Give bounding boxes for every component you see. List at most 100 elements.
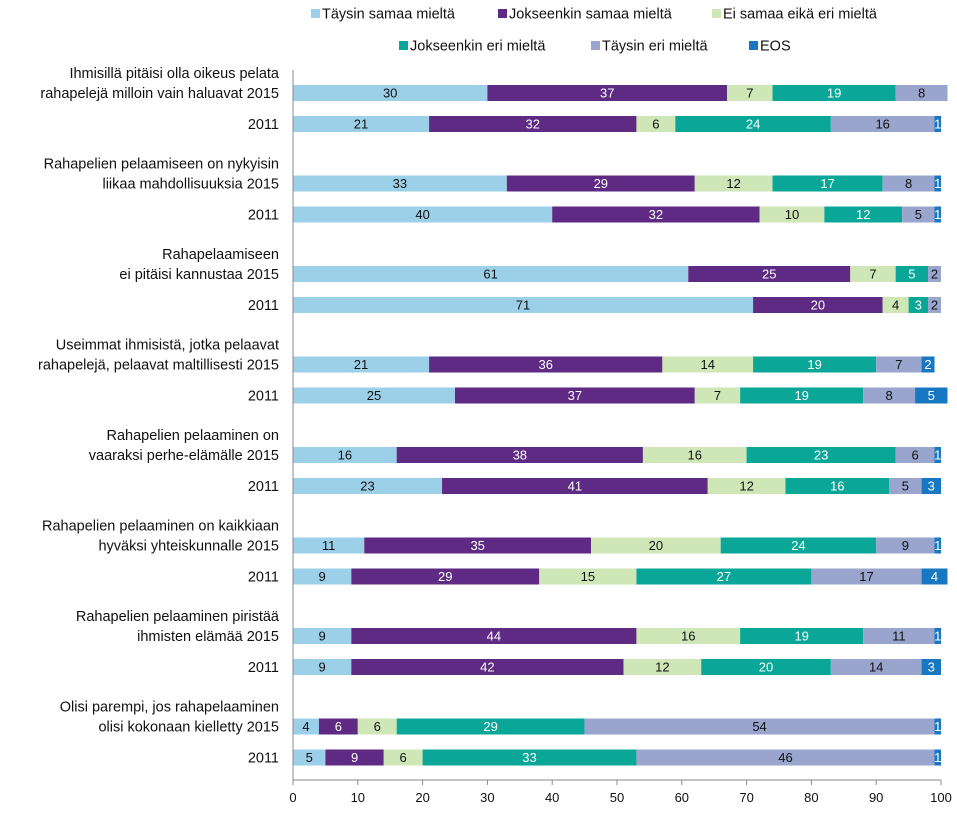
data-label: 4 xyxy=(931,569,938,584)
data-label: 9 xyxy=(351,750,358,765)
data-label: 24 xyxy=(746,117,760,132)
legend-swatch xyxy=(591,41,600,50)
category-label-line: rahapelejä milloin vain haluavat 2015 xyxy=(40,86,279,102)
data-label: 5 xyxy=(928,388,935,403)
bar-segment-ei-samaa-eika-eri-mielta xyxy=(357,718,397,735)
category-label-line: Rahapelien pelaamiseen on nykyisin xyxy=(44,157,279,173)
data-label: 44 xyxy=(487,629,501,644)
data-label: 8 xyxy=(918,86,925,101)
data-label: 6 xyxy=(911,448,918,463)
bar-segment-taysin-samaa-mielta xyxy=(293,356,430,373)
category-label-group: Rahapelien pelaaminen on kaikkiaan hyväks… xyxy=(42,519,279,586)
category-label-year: 2011 xyxy=(248,660,279,676)
bar-segment-taysin-eri-mielta xyxy=(811,568,922,585)
x-tick-label: 100 xyxy=(930,790,952,805)
data-label: 7 xyxy=(746,86,753,101)
legend-swatch xyxy=(498,9,507,18)
bars: 30 37 7 19 821 32 6 24 16 133 29 12 17 8 140 32 10 12 5 161… xyxy=(293,85,948,766)
data-label: 33 xyxy=(393,176,407,191)
data-label: 20 xyxy=(649,538,663,553)
category-label-line: vaaraksi perhe-elämälle 2015 xyxy=(89,448,279,464)
legend-swatch xyxy=(311,9,320,18)
bar-segment-taysin-eri-mielta xyxy=(928,266,941,282)
x-tick-label: 70 xyxy=(739,790,753,805)
bar-segment-jokseenkin-samaa-mielta xyxy=(487,85,728,101)
category-label-line: Useimmat ihmisistä, jotka pelaavat xyxy=(56,338,279,354)
data-label: 6 xyxy=(335,719,342,734)
data-label: 1 xyxy=(934,750,941,765)
category-label-line: olisi kokonaan kielletty 2015 xyxy=(98,720,279,736)
bar-segment-jokseenkin-eri-mielta xyxy=(753,356,877,373)
bar-segment-jokseenkin-samaa-mielta xyxy=(429,356,663,373)
bar-segment-jokseenkin-samaa-mielta xyxy=(364,537,592,554)
category-label-group: Rahapelien pelaamiseen on nykyisin liikaa… xyxy=(44,157,279,224)
bar-segment-ei-samaa-eika-eri-mielta xyxy=(882,297,909,313)
x-tick-label: 20 xyxy=(415,790,429,805)
bar-row-2011: 9 29 15 27 17 4 xyxy=(293,568,948,585)
bar-segment-jokseenkin-eri-mielta xyxy=(675,116,831,132)
bar-segment-jokseenkin-samaa-mielta xyxy=(688,266,851,282)
bar-segment-ei-samaa-eika-eri-mielta xyxy=(850,266,896,282)
data-label: 38 xyxy=(513,448,527,463)
bar-segment-jokseenkin-eri-mielta xyxy=(895,266,929,282)
bar-row-2015: 4 6 6 29 54 1 xyxy=(293,718,941,735)
bar-row-2011: 5 9 6 33 46 1 xyxy=(293,749,941,766)
data-label: 11 xyxy=(322,538,336,553)
data-label: 1 xyxy=(934,207,941,222)
data-label: 2 xyxy=(931,298,938,313)
bar-segment-ei-samaa-eika-eri-mielta xyxy=(623,659,702,675)
bar-segment-eos xyxy=(934,175,941,192)
bar-segment-jokseenkin-samaa-mielta xyxy=(318,718,358,735)
legend-item-taysin-eri-mielta: Täysin eri mieltä xyxy=(591,39,708,55)
data-label: 15 xyxy=(581,569,595,584)
x-tick-label: 10 xyxy=(351,790,365,805)
data-label: 61 xyxy=(483,267,497,282)
bar-row-2011: 23 41 12 16 5 3 xyxy=(293,478,941,494)
data-label: 8 xyxy=(905,176,912,191)
bar-segment-jokseenkin-samaa-mielta xyxy=(506,175,695,192)
bar-segment-taysin-eri-mielta xyxy=(863,628,935,644)
data-label: 7 xyxy=(714,388,721,403)
bar-segment-eos xyxy=(921,659,941,675)
bar-segment-ei-samaa-eika-eri-mielta xyxy=(636,628,741,644)
data-label: 9 xyxy=(319,569,326,584)
data-label: 16 xyxy=(875,117,889,132)
bar-segment-taysin-samaa-mielta xyxy=(293,478,443,494)
bar-segment-ei-samaa-eika-eri-mielta xyxy=(642,447,747,463)
bar-segment-eos xyxy=(921,356,935,373)
bar-segment-ei-samaa-eika-eri-mielta xyxy=(694,387,741,404)
bar-row-2015: 9 44 16 19 11 1 xyxy=(293,628,941,644)
legend-swatch xyxy=(712,9,721,18)
data-label: 16 xyxy=(681,629,695,644)
data-label: 35 xyxy=(470,538,484,553)
bar-segment-jokseenkin-eri-mielta xyxy=(720,537,877,554)
legend-item-ei-samaa-eika-eri-mielta: Ei samaa eikä eri mieltä xyxy=(712,7,878,23)
data-label: 1 xyxy=(934,629,941,644)
data-label: 37 xyxy=(568,388,582,403)
bar-segment-taysin-eri-mielta xyxy=(895,85,948,101)
data-label: 40 xyxy=(415,207,429,222)
bar-segment-taysin-samaa-mielta xyxy=(293,85,488,101)
bar-segment-jokseenkin-samaa-mielta xyxy=(351,628,637,644)
bar-segment-ei-samaa-eika-eri-mielta xyxy=(662,356,754,373)
data-label: 11 xyxy=(892,629,906,644)
bar-segment-taysin-eri-mielta xyxy=(928,297,941,313)
bar-segment-taysin-eri-mielta xyxy=(895,447,935,463)
bar-segment-ei-samaa-eika-eri-mielta xyxy=(694,175,773,192)
bar-segment-jokseenkin-eri-mielta xyxy=(785,478,890,494)
x-tick-label: 90 xyxy=(869,790,883,805)
bar-row-2015: 11 35 20 24 9 1 xyxy=(293,537,941,554)
legend-swatch xyxy=(399,41,408,50)
category-label-line: rahapelejä, pelaavat maltillisesti 2015 xyxy=(38,358,279,374)
data-label: 17 xyxy=(820,176,834,191)
bar-row-2015: 21 36 14 19 7 2 xyxy=(293,356,935,373)
x-tick-label: 30 xyxy=(480,790,494,805)
bar-segment-taysin-samaa-mielta xyxy=(293,537,365,554)
data-label: 5 xyxy=(306,750,313,765)
legend-item-jokseenkin-samaa-mielta: Jokseenkin samaa mieltä xyxy=(498,7,673,23)
category-label-line: Rahapelien pelaaminen piristää xyxy=(76,609,280,625)
x-axis: 0 10 20 30 40 50 60 70 80 90 100 xyxy=(289,70,952,805)
data-label: 2 xyxy=(924,357,931,372)
category-label-year: 2011 xyxy=(248,751,279,767)
data-label: 14 xyxy=(869,660,883,675)
